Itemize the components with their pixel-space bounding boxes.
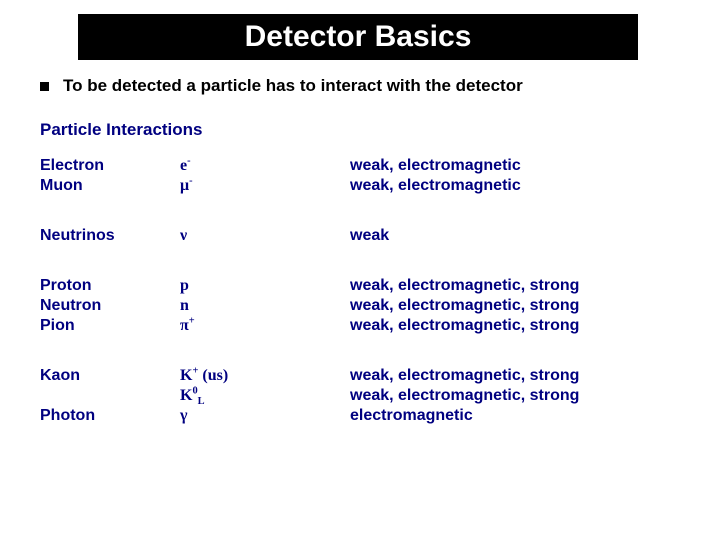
bullet-text: To be detected a particle has to interac…: [63, 76, 523, 96]
particle-interactions: weak, electromagnetic, strong: [350, 316, 680, 336]
particle-interactions: weak, electromagnetic, strong: [350, 296, 680, 316]
particle-group: Protonpweak, electromagnetic, strongNeut…: [40, 276, 680, 336]
particle-symbol: π+: [180, 316, 350, 336]
particle-name: Kaon: [40, 366, 180, 386]
slide-title: Detector Basics: [78, 14, 638, 60]
particle-name: Photon: [40, 406, 180, 426]
particle-symbol: μ-: [180, 176, 350, 196]
particle-row: Pionπ+weak, electromagnetic, strong: [40, 316, 680, 336]
particle-symbol: e-: [180, 156, 350, 176]
particle-name: Neutron: [40, 296, 180, 316]
particle-interactions: electromagnetic: [350, 406, 680, 426]
particle-name: [40, 386, 180, 406]
particle-symbol: p: [180, 276, 350, 296]
particle-row: Photonγelectromagnetic: [40, 406, 680, 426]
particle-row: Muonμ-weak, electromagnetic: [40, 176, 680, 196]
particle-name: Proton: [40, 276, 180, 296]
particle-table: Electrone-weak, electromagneticMuonμ-wea…: [40, 156, 680, 456]
particle-name: Electron: [40, 156, 180, 176]
particle-interactions: weak, electromagnetic: [350, 176, 680, 196]
particle-symbol: K0L: [180, 386, 350, 406]
particle-symbol: ν: [180, 226, 350, 246]
subheading: Particle Interactions: [40, 120, 203, 140]
particle-interactions: weak, electromagnetic, strong: [350, 386, 680, 406]
bullet-row: To be detected a particle has to interac…: [40, 76, 523, 96]
particle-row: Protonpweak, electromagnetic, strong: [40, 276, 680, 296]
particle-interactions: weak, electromagnetic, strong: [350, 366, 680, 386]
particle-symbol: γ: [180, 406, 350, 426]
slide: Detector Basics To be detected a particl…: [0, 0, 720, 540]
particle-row: KaonK+ (us)weak, electromagnetic, strong: [40, 366, 680, 386]
particle-interactions: weak: [350, 226, 680, 246]
particle-row: Electrone-weak, electromagnetic: [40, 156, 680, 176]
particle-interactions: weak, electromagnetic: [350, 156, 680, 176]
particle-name: Muon: [40, 176, 180, 196]
particle-interactions: weak, electromagnetic, strong: [350, 276, 680, 296]
particle-row: Neutrinosνweak: [40, 226, 680, 246]
particle-group: Electrone-weak, electromagneticMuonμ-wea…: [40, 156, 680, 196]
particle-row: Neutronnweak, electromagnetic, strong: [40, 296, 680, 316]
particle-group: KaonK+ (us)weak, electromagnetic, strong…: [40, 366, 680, 426]
particle-name: Pion: [40, 316, 180, 336]
particle-name: Neutrinos: [40, 226, 180, 246]
bullet-icon: [40, 82, 49, 91]
particle-group: Neutrinosνweak: [40, 226, 680, 246]
particle-symbol: n: [180, 296, 350, 316]
particle-row: K0Lweak, electromagnetic, strong: [40, 386, 680, 406]
particle-symbol: K+ (us): [180, 366, 350, 386]
